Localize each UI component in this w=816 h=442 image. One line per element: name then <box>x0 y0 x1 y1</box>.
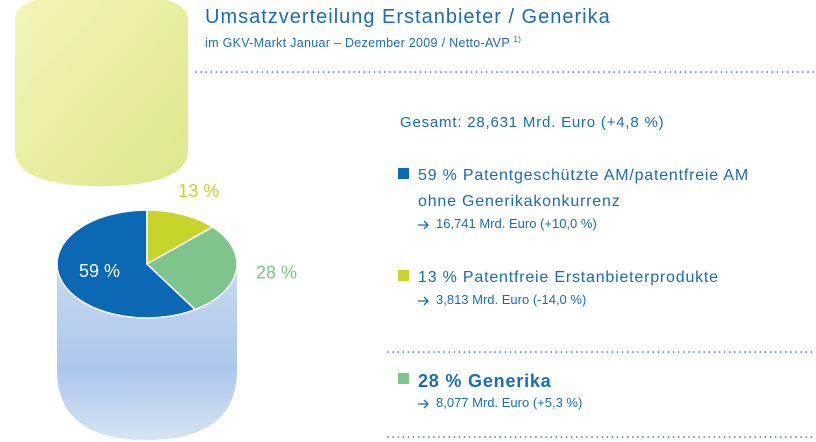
legend-swatch <box>398 168 409 179</box>
total-label: Gesamt: 28,631 Mrd. Euro (+4,8 %) <box>400 114 664 131</box>
legend-name: 59 % Patentgeschützte AM/patentfreie AM … <box>418 163 788 215</box>
legend-label: Patentfreie Erstanbieterprodukte <box>463 269 719 286</box>
chart-title: Umsatzverteilung Erstanbieter / Generika <box>205 6 611 29</box>
decor-cylinder-top <box>15 0 188 186</box>
legend-detail: 16,741 Mrd. Euro (+10,0 %) <box>418 216 808 231</box>
legend-value: 13 % <box>418 269 458 286</box>
detail-text: 3,813 Mrd. Euro (-14,0 %) <box>436 292 586 307</box>
footnote-marker: 1) <box>514 35 522 44</box>
legend-name: 13 % Patentfreie Erstanbieterprodukte <box>418 265 788 291</box>
legend-entry: 59 % Patentgeschützte AM/patentfreie AM … <box>398 163 808 231</box>
subtitle-text: im GKV-Markt Januar – Dezember 2009 / Ne… <box>205 36 510 50</box>
legend-value: 59 % <box>418 167 458 184</box>
pie: 59 % 13 % 28 % <box>57 181 297 318</box>
slice-label: 28 % <box>256 263 297 283</box>
legend-detail: 3,813 Mrd. Euro (-14,0 %) <box>418 292 808 307</box>
detail-text: 16,741 Mrd. Euro (+10,0 %) <box>436 216 597 231</box>
legend-swatch <box>398 270 409 281</box>
arrow <box>418 400 428 408</box>
legend-swatch <box>398 373 409 384</box>
legend-detail: 8,077 Mrd. Euro (+5,3 %) <box>418 395 808 410</box>
arrow <box>418 221 428 229</box>
subtitle: im GKV-Markt Januar – Dezember 2009 / Ne… <box>205 35 521 50</box>
legend-label: Generika <box>468 371 551 391</box>
slice-label: 13 % <box>178 181 219 201</box>
page: 59 % 13 % 28 % Umsatzverteilung Erstanbiet… <box>0 0 816 442</box>
slice-label: 59 % <box>79 261 120 281</box>
arrow-icon <box>418 296 430 306</box>
legend-value: 28 % <box>418 371 462 391</box>
detail-text: 8,077 Mrd. Euro (+5,3 %) <box>436 395 582 410</box>
arrow-icon <box>418 399 430 409</box>
legend-label: Patentgeschützte AM/patentfreie AM ohne … <box>418 167 749 210</box>
legend-name: 28 % Generika <box>418 368 788 394</box>
arrow <box>418 297 428 305</box>
arrow-icon <box>418 220 430 230</box>
